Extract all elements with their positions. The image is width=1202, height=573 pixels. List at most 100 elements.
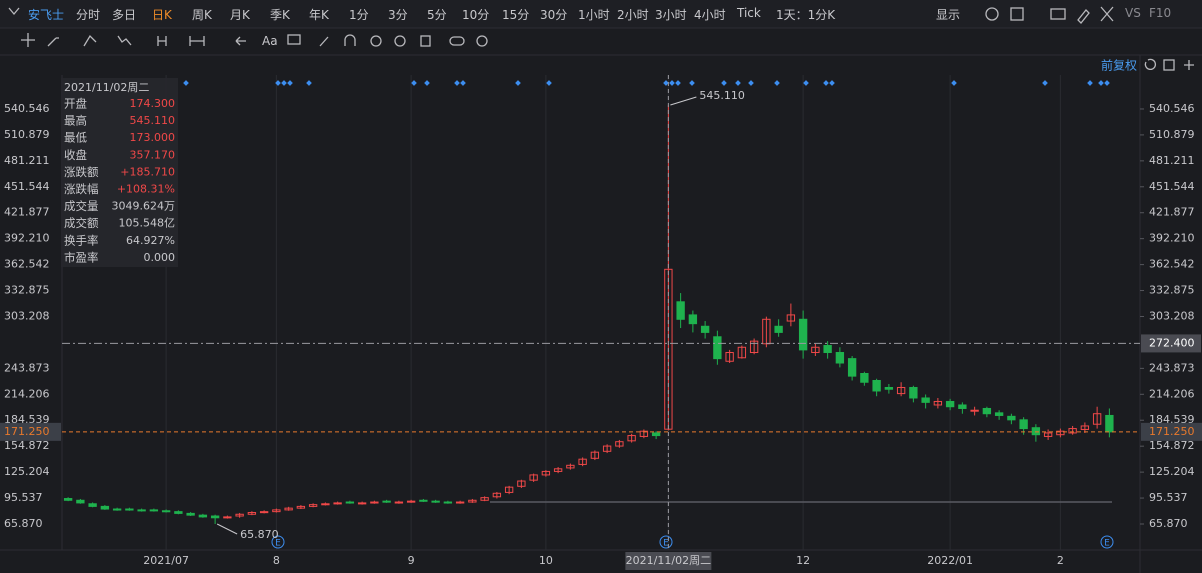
interval-select[interactable]: 1天：1分K: [776, 8, 836, 22]
x-tick-label: 9: [408, 554, 415, 567]
period-tab[interactable]: 周K: [192, 8, 212, 22]
candle-body: [749, 340, 759, 354]
candle-body: [357, 502, 367, 505]
candle-body: [370, 501, 379, 504]
top-bar: [0, 0, 1202, 28]
candle-body: [186, 512, 195, 516]
period-tab[interactable]: 1小时: [578, 8, 610, 22]
info-label: 市盈率: [64, 250, 99, 264]
period-tab[interactable]: 1分: [349, 8, 369, 22]
candle-body: [1080, 425, 1090, 430]
candle-body: [174, 511, 183, 514]
info-value: 357.170: [130, 148, 176, 161]
period-tab[interactable]: 3分: [388, 8, 408, 22]
info-box: [61, 78, 178, 267]
candle-body: [676, 301, 685, 320]
x-tick-label: 2: [1057, 554, 1064, 567]
candle-body: [896, 386, 906, 395]
period-tab[interactable]: 4小时: [694, 8, 726, 22]
event-marker: [424, 80, 430, 86]
candle-body: [847, 358, 857, 377]
max-label: 545.110: [699, 89, 745, 102]
candle-body: [247, 512, 257, 515]
f10-button[interactable]: F10: [1149, 6, 1172, 20]
info-label: 涨跌额: [64, 165, 99, 179]
candle-body: [223, 516, 232, 519]
period-tab[interactable]: 3小时: [655, 8, 687, 22]
event-marker: [1098, 80, 1104, 86]
info-value: 545.110: [130, 114, 176, 127]
adjust-label[interactable]: 前复权: [1101, 58, 1137, 73]
symbol[interactable]: 安飞士: [28, 8, 65, 22]
period-tab[interactable]: 10分: [462, 8, 490, 22]
candle-body: [284, 507, 293, 511]
x-tick-label: 2021/07: [143, 554, 189, 567]
event-marker: [823, 80, 829, 86]
y-tick-label: 481.211: [1149, 154, 1195, 167]
candle-body: [639, 430, 649, 437]
text-tool[interactable]: Aa: [262, 34, 278, 48]
event-marker: [803, 80, 809, 86]
y-tick-label: 332.875: [1149, 284, 1195, 297]
candle-body: [492, 492, 502, 498]
candle-body: [1043, 432, 1053, 437]
period-tab[interactable]: 2小时: [617, 8, 649, 22]
candle-body: [345, 501, 355, 504]
info-value: 64.927%: [126, 234, 175, 247]
info-label: 最高: [64, 114, 87, 128]
candle-body: [1105, 414, 1114, 433]
candle-body: [198, 514, 208, 518]
y-tick-label: 362.542: [1149, 258, 1195, 271]
crosshair-label-bg: [1141, 334, 1201, 353]
min-pointer: [216, 523, 238, 535]
x-tick-label: 12: [796, 554, 810, 567]
event-marker: [951, 80, 957, 86]
info-label: 最低: [64, 131, 87, 145]
candle-body: [798, 318, 808, 351]
period-tab[interactable]: 15分: [502, 8, 530, 22]
candle-body: [272, 509, 281, 513]
candle-body: [627, 435, 636, 442]
crosshair-label: 272.400: [1149, 336, 1195, 349]
tool-icons[interactable]: [8, 6, 1194, 71]
info-value: 0.000: [144, 251, 176, 264]
y-tick-label: 243.873: [1149, 361, 1195, 374]
info-value: 105.548亿: [119, 217, 176, 230]
period-tab[interactable]: 日K: [152, 8, 172, 22]
period-tab[interactable]: 年K: [309, 8, 329, 22]
candle-body: [419, 499, 428, 502]
vs-button[interactable]: VS: [1125, 6, 1141, 20]
y-tick-label: 540.546: [4, 102, 50, 115]
period-tab[interactable]: 多日: [112, 8, 137, 22]
event-marker: [663, 80, 669, 86]
period-tab[interactable]: 月K: [230, 8, 250, 22]
candle-body: [149, 509, 159, 512]
candle-body: [1019, 419, 1028, 430]
event-marker: [275, 80, 281, 86]
event-marker: [669, 80, 675, 86]
period-tab[interactable]: 30分: [540, 8, 568, 22]
event-marker: [287, 80, 293, 86]
earnings-marker: [271, 535, 285, 549]
y-tick-label: 392.210: [1149, 232, 1195, 245]
info-label: 开盘: [64, 97, 87, 111]
candle-body: [1031, 427, 1041, 436]
y-tick-label: 392.210: [4, 232, 50, 245]
x-tick-label: 2022/01: [927, 554, 973, 567]
display-menu[interactable]: 显示: [936, 8, 961, 22]
event-marker: [689, 80, 695, 86]
info-label: 成交量: [64, 199, 99, 213]
period-tab[interactable]: Tick: [737, 6, 761, 20]
period-tab[interactable]: 5分: [427, 8, 447, 22]
candle-body: [112, 508, 122, 511]
candle-body: [884, 386, 894, 390]
candle-body: [811, 346, 820, 354]
period-tab[interactable]: 季K: [270, 8, 290, 22]
candle-body: [578, 458, 587, 465]
candle-body: [933, 400, 943, 406]
event-marker: [411, 80, 417, 86]
period-tab[interactable]: 分时: [76, 8, 101, 22]
y-tick-label: 214.206: [4, 387, 50, 400]
event-marker: [721, 80, 727, 86]
y-tick-label: 510.879: [4, 128, 50, 141]
